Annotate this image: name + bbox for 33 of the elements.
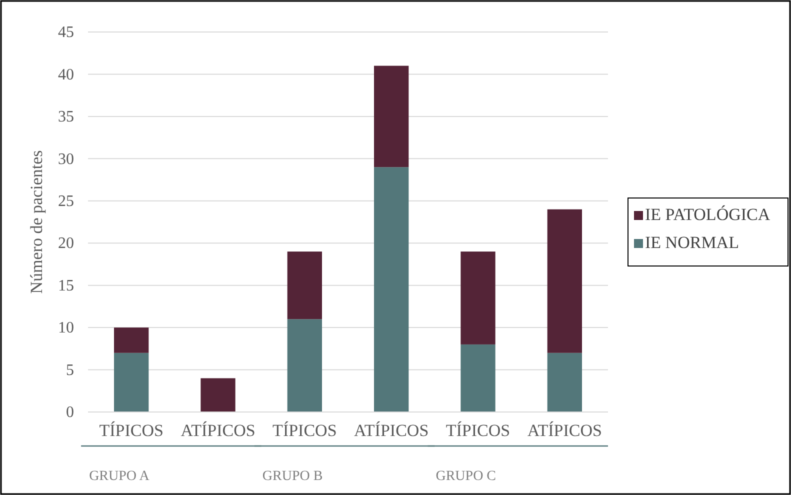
x-tick-label: ATÍPICOS xyxy=(354,421,429,440)
legend-label: IE NORMAL xyxy=(645,233,739,252)
bar xyxy=(287,252,322,320)
bar xyxy=(114,352,149,412)
y-tick-label: 25 xyxy=(58,193,74,210)
bar xyxy=(374,66,409,168)
legend-label: IE PATOLÓGICA xyxy=(645,205,771,224)
bar xyxy=(200,378,236,412)
text: GRUPO B xyxy=(262,469,323,484)
bar xyxy=(460,252,496,344)
y-tick-label: 40 xyxy=(58,66,74,84)
x-tick-label: ATÍPICOS xyxy=(527,421,602,440)
text: GRUPO A xyxy=(89,469,150,484)
y-tick-label: 10 xyxy=(58,320,74,337)
text: GRUPO C xyxy=(436,469,496,484)
y-tick-label: 45 xyxy=(58,24,74,42)
y-tick-label: 20 xyxy=(58,235,74,252)
bar xyxy=(460,344,496,412)
x-tick-label: TÍPICOS xyxy=(99,421,164,440)
y-axis-title: Número de pacientes xyxy=(27,150,46,294)
bar xyxy=(287,319,322,412)
x-tick-label: ATÍPICOS xyxy=(180,421,256,440)
y-tick-label: 15 xyxy=(58,277,74,294)
x-tick-label: TÍPICOS xyxy=(446,421,510,440)
y-tick-label: 35 xyxy=(58,108,74,126)
bar xyxy=(114,328,149,353)
y-tick-label: 5 xyxy=(66,362,74,379)
bar xyxy=(547,209,582,353)
bar xyxy=(547,352,582,412)
bar xyxy=(374,167,409,412)
y-tick-label: 0 xyxy=(66,404,74,422)
x-tick-label: TÍPICOS xyxy=(272,421,337,440)
y-tick-label: 30 xyxy=(58,150,74,168)
